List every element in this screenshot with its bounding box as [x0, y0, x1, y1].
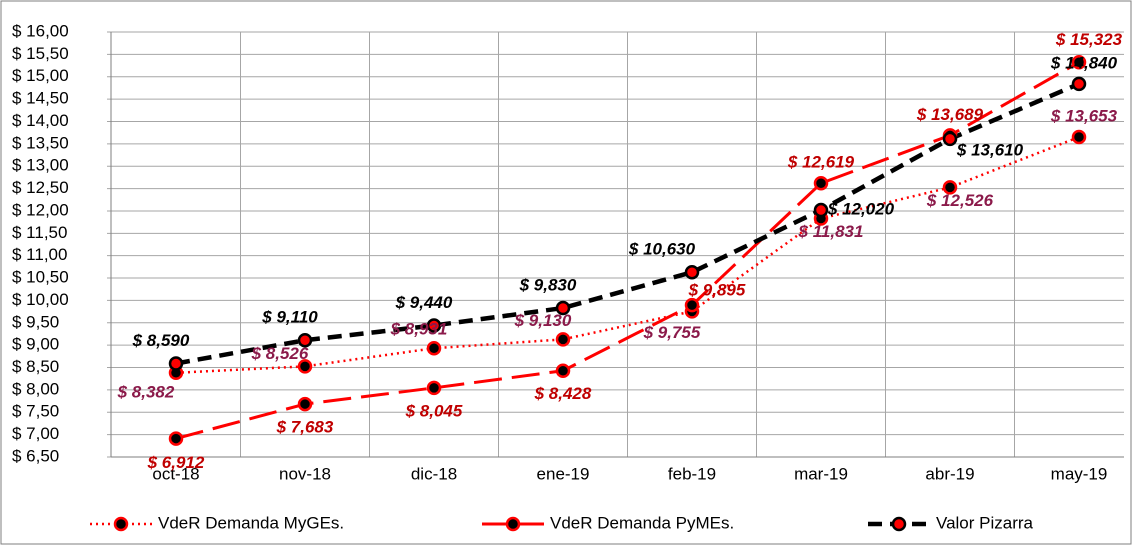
- x-tick-label: feb-19: [668, 464, 716, 483]
- data-label: $ 12,526: [926, 191, 994, 210]
- data-point: [813, 176, 829, 191]
- x-tick-label: may-19: [1051, 464, 1108, 483]
- data-point: [555, 363, 571, 378]
- y-tick-label: $ 7,00: [12, 424, 59, 443]
- data-label: $ 8,931: [390, 320, 448, 339]
- data-point: [168, 431, 184, 446]
- y-tick-label: $ 11,00: [12, 245, 67, 264]
- data-label: $ 9,830: [519, 276, 577, 295]
- y-tick-label: $ 8,50: [12, 357, 59, 376]
- data-point: [1071, 55, 1087, 70]
- data-point: [942, 180, 958, 195]
- x-tick-label: ene-19: [537, 464, 590, 483]
- data-point: [684, 297, 700, 313]
- data-label: $ 15,323: [1055, 30, 1123, 49]
- y-tick-label: $ 8,00: [12, 379, 59, 398]
- data-point: [1071, 129, 1087, 145]
- y-tick-label: $ 12,00: [12, 200, 69, 219]
- data-point: [813, 202, 829, 218]
- y-tick-label: $ 15,00: [12, 66, 69, 85]
- series-line: [175, 60, 1080, 441]
- data-point: [942, 131, 958, 147]
- data-point: [426, 380, 442, 396]
- data-label: $ 12,619: [787, 153, 855, 172]
- y-tick-label: $ 12,50: [12, 178, 69, 197]
- legend-label: VdeR Demanda PyMEs.: [550, 513, 734, 532]
- y-tick-label: $ 9,00: [12, 335, 59, 354]
- x-tick-label: nov-18: [279, 464, 331, 483]
- data-point: [297, 332, 313, 348]
- data-label: $ 8,428: [534, 384, 592, 403]
- data-label: $ 10,630: [628, 240, 696, 259]
- y-tick-label: $ 13,50: [12, 133, 69, 152]
- data-point: [684, 264, 700, 280]
- y-tick-label: $ 10,50: [12, 268, 69, 287]
- data-label: $ 8,590: [132, 331, 190, 350]
- data-label: $ 7,683: [276, 418, 334, 437]
- data-label: $ 6,912: [147, 453, 205, 472]
- legend-marker: [113, 516, 129, 532]
- y-tick-label: $ 14,50: [12, 89, 69, 108]
- legend-marker: [505, 516, 521, 532]
- data-point: [1071, 76, 1087, 92]
- y-tick-label: $ 10,00: [12, 290, 69, 309]
- data-label: $ 9,440: [395, 293, 453, 312]
- data-label: $ 9,130: [514, 311, 572, 330]
- data-label: $ 8,045: [405, 401, 463, 420]
- data-label: $ 9,895: [688, 281, 746, 300]
- data-label: $ 13,610: [956, 140, 1024, 159]
- data-point: [297, 396, 313, 412]
- data-point: [168, 356, 184, 371]
- data-point: [426, 340, 442, 356]
- data-label: $ 13,689: [916, 105, 984, 124]
- y-tick-label: $ 13,00: [12, 156, 69, 175]
- data-point: [555, 332, 571, 347]
- data-label: $ 11,831: [798, 222, 864, 241]
- y-tick-label: $ 9,50: [12, 312, 59, 331]
- x-tick-label: mar-19: [794, 464, 848, 483]
- data-point: [426, 318, 442, 333]
- legend-label: VdeR Demanda MyGEs.: [158, 513, 344, 532]
- series-line: [175, 135, 1080, 375]
- data-label: $ 8,526: [251, 344, 309, 363]
- x-tick-label: abr-19: [925, 464, 974, 483]
- x-tick-label: dic-18: [411, 464, 457, 483]
- y-tick-label: $ 16,00: [12, 21, 69, 40]
- data-label: $ 9,755: [643, 323, 701, 342]
- data-label: $ 8,382: [117, 382, 175, 401]
- legend-marker: [891, 516, 907, 532]
- data-point: [555, 300, 571, 316]
- y-tick-label: $ 7,50: [12, 402, 59, 421]
- y-tick-label: $ 14,00: [12, 111, 69, 130]
- data-label: $ 13,653: [1050, 106, 1118, 125]
- y-tick-label: $ 15,50: [12, 44, 69, 63]
- y-tick-label: $ 6,50: [12, 446, 59, 465]
- data-label: $ 14,840: [1050, 53, 1118, 72]
- legend-label: Valor Pizarra: [936, 513, 1034, 532]
- x-tick-label: oct-18: [152, 464, 199, 483]
- data-point: [297, 359, 313, 374]
- y-tick-label: $ 11,50: [12, 223, 67, 242]
- data-label: $ 9,110: [261, 308, 318, 327]
- data-label: $ 12,020: [827, 200, 895, 219]
